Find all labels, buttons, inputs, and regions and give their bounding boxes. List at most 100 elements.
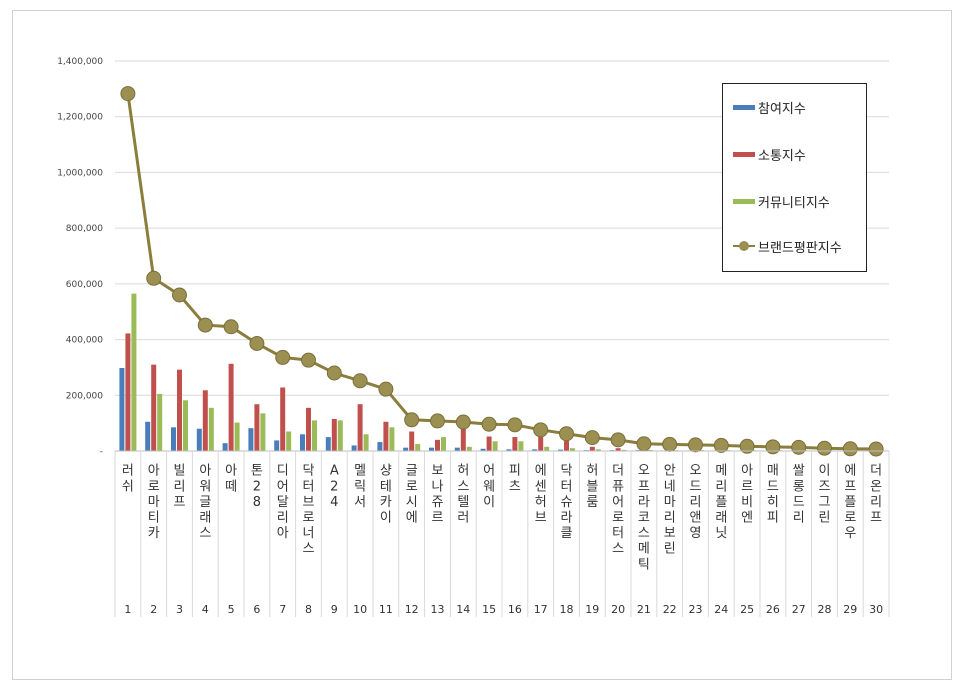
x-rank-label: 21 [637,603,651,616]
bar-1 [222,443,228,451]
bar-3 [312,420,317,451]
x-rank-label: 5 [228,603,235,616]
bar-3 [544,446,550,451]
y-tick-label: 1,400,000 [57,57,103,67]
bar-1 [274,440,280,451]
x-rank-label: 11 [379,603,393,616]
legend-swatch-community [733,198,755,204]
y-tick-label: 200,000 [66,391,103,401]
bar-1 [506,449,512,451]
bar-1 [429,447,434,451]
brand-reputation-point [378,381,394,397]
brand-reputation-point [223,319,239,335]
x-rank-label: 23 [689,603,703,616]
brand-reputation-point [662,436,678,452]
x-rank-label: 4 [202,603,209,616]
bar-1 [171,427,176,451]
brand-reputation-point [481,416,497,432]
brand-reputation-point [301,352,316,368]
bar-3 [492,441,498,451]
x-rank-label: 15 [482,603,496,616]
x-rank-label: 25 [740,603,754,616]
bar-3 [389,427,395,451]
x-rank-label: 1 [124,603,131,616]
bar-2 [280,387,286,451]
brand-reputation-point [739,438,755,454]
bar-1 [532,449,538,451]
bar-1 [248,428,254,451]
brand-reputation-point [146,270,162,286]
x-rank-label: 27 [792,603,806,616]
brand-reputation-point [120,86,136,102]
x-rank-label: 10 [353,603,367,616]
legend-swatch-communication [733,151,755,157]
bar-3 [647,449,653,451]
bar-1 [119,367,125,451]
bar-2 [151,364,157,451]
legend: 참여지수 소통지수 커뮤니티지수 브랜드평판지수 [722,83,867,272]
bar-3 [208,407,214,451]
bar-1 [454,447,460,451]
bar-1 [377,442,383,451]
bar-3 [131,293,137,451]
bar-3 [441,437,446,451]
brand-reputation-point [404,412,420,428]
y-tick-label: 800,000 [66,224,103,234]
bar-2 [331,418,337,451]
x-rank-label: 30 [869,603,883,616]
bar-2 [435,439,440,451]
brand-reputation-point [688,437,703,453]
bar-2 [254,404,260,451]
y-tick-label: 1,200,000 [57,113,103,123]
x-rank-label: 12 [405,603,419,616]
x-rank-label: 9 [331,603,338,616]
x-rank-label: 8 [305,603,312,616]
brand-reputation-point [430,413,445,429]
x-rank-label: 24 [714,603,728,616]
bar-3 [234,422,240,451]
bar-2 [202,390,208,451]
legend-swatch-brand-reputation [733,241,755,251]
brand-reputation-point [636,436,652,452]
bar-3 [363,434,369,451]
brand-reputation-point [507,417,523,433]
brand-reputation-point [172,287,187,303]
bar-2 [538,437,544,451]
x-rank-label: 17 [534,603,548,616]
brand-reputation-point [197,317,213,333]
y-tick-label: 1,000,000 [57,168,103,178]
bar-1 [325,437,331,451]
y-tick-label: 400,000 [66,336,103,346]
bar-3 [415,444,421,451]
bar-3 [337,420,343,451]
x-rank-label: 14 [456,603,470,616]
y-tick-label: 600,000 [66,280,103,290]
bar-3 [466,446,472,451]
x-rank-label: 26 [766,603,780,616]
bar-1 [558,449,563,451]
x-rank-label: 3 [176,603,183,616]
x-rank-label: 6 [253,603,260,616]
brand-reputation-point [842,441,858,457]
bar-2 [306,407,311,451]
